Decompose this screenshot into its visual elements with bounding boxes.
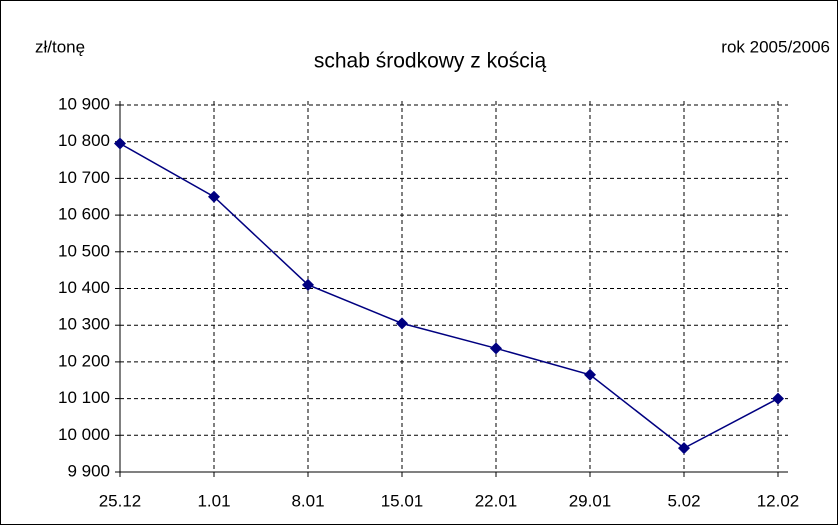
- y-tick-label: 10 300: [58, 315, 110, 334]
- x-tick-label: 1.01: [197, 491, 230, 510]
- y-tick-label: 10 700: [58, 168, 110, 187]
- x-tick-label: 12.02: [757, 491, 800, 510]
- x-tick-label: 15.01: [381, 491, 424, 510]
- y-tick-label: 10 500: [58, 241, 110, 260]
- y-tick-label: 10 000: [58, 425, 110, 444]
- y-tick-label: 10 800: [58, 131, 110, 150]
- y-tick-label: 10 600: [58, 205, 110, 224]
- y-axis-unit: zł/tonę: [35, 37, 85, 56]
- chart-subtitle: rok 2005/2006: [721, 37, 830, 56]
- y-tick-label: 10 100: [58, 388, 110, 407]
- data-point: [490, 342, 502, 355]
- y-tick-label: 10 200: [58, 351, 110, 370]
- chart-title: schab środkowy z kością: [314, 50, 547, 73]
- x-tick-label: 22.01: [475, 491, 518, 510]
- x-tick-label: 8.01: [291, 491, 324, 510]
- data-point: [302, 278, 314, 291]
- data-point: [584, 368, 596, 381]
- data-line: [119, 142, 779, 450]
- x-tick-label: 25.12: [99, 491, 142, 510]
- y-tick-label: 9 900: [67, 461, 110, 480]
- y-tick-label: 10 400: [58, 278, 110, 297]
- x-tick-label: 5.02: [667, 491, 700, 510]
- y-tick-label: 10 900: [58, 94, 110, 113]
- data-point: [396, 317, 408, 330]
- data-point: [678, 442, 690, 455]
- x-tick-label: 29.01: [569, 491, 612, 510]
- data-point: [772, 392, 784, 405]
- data-point: [208, 190, 220, 203]
- data-point: [114, 137, 126, 150]
